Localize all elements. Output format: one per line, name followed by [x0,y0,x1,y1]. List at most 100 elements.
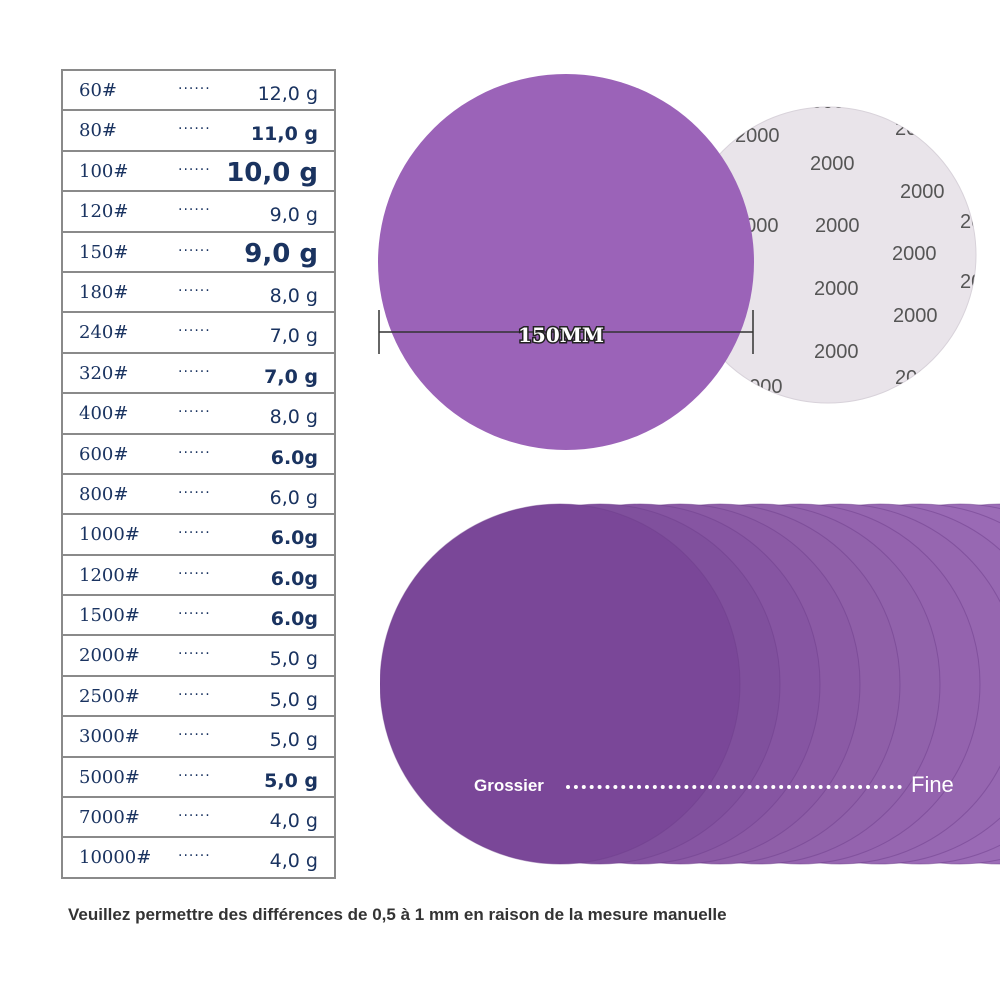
dot-leader: ······ [178,484,211,501]
weight-value: 6,0 g [269,486,318,509]
back-print-text: 2000 [893,305,938,327]
dot-leader: ······ [178,81,211,97]
table-row: 120# ······ 9,0 g [63,192,334,233]
back-print-text: 2000 [895,367,940,389]
dot-leader: ······ [178,404,211,421]
weight-value: 4,0 g [269,810,318,833]
dot-leader: ······ [178,606,211,623]
dot-leader: ······ [178,242,211,259]
table-row: 100# ······ 10,0 g [63,152,334,193]
table-row: 3000# ······ 5,0 g [63,717,334,758]
weight-value: 8,0 g [269,284,318,307]
dot-leader: ······ [178,727,211,744]
grit-label: 600# [79,443,129,465]
back-print-text: 2000 [810,153,855,175]
dot-leader: ······ [178,161,211,178]
weight-value: 6.0g [270,527,318,550]
table-row: 5000# ······ 5,0 g [63,758,334,799]
weight-value: 6.0g [270,446,318,469]
grit-label: 120# [79,201,129,223]
dot-leader: ······ [178,444,211,461]
weight-value: 11,0 g [250,123,318,146]
table-row: 10000# ······ 4,0 g [63,838,334,879]
table-row: 2000# ······ 5,0 g [63,636,334,677]
weight-value: 7,0 g [264,365,318,388]
dot-leader: ······ [178,363,211,380]
grit-label: 2000# [79,645,140,667]
table-row: 600# ······ 6.0g [63,435,334,475]
grit-stack-illustration [380,503,1000,865]
dot-leader: ······ [178,848,211,865]
weight-value: 9,0 g [269,204,318,227]
grit-label: 1000# [79,524,140,546]
measurement-note: Veuillez permettre des différences de 0,… [68,905,727,924]
table-row: 400# ······ 8,0 g [63,394,334,435]
back-print-text: 2000 [815,215,860,237]
diameter-label: 150MM [518,323,604,347]
back-print-text: 2000 [900,181,945,203]
weight-value: 5,0 g [269,688,318,711]
grit-label: 180# [79,281,129,303]
weight-value: 5,0 g [269,648,318,671]
dot-leader: ······ [178,767,211,784]
grit-label: 10000# [79,847,152,869]
weight-table: 60# ······ 12,0 g 80# ······ 11,0 g 100# ······… [61,69,336,879]
table-row: 2500# ······ 5,0 g [63,677,334,718]
weight-value: 6.0g [270,567,318,590]
back-print-text: 2000 [815,403,860,425]
grit-label: 7000# [79,807,140,829]
grit-label: 240# [79,322,129,344]
weight-value: 7,0 g [269,325,318,348]
table-row: 150# ······ 9,0 g [63,233,334,273]
table-row: 1500# ······ 6.0g [63,596,334,637]
back-print-text: 2000 [960,271,1000,293]
disc-illustration: 2000 2000 2000 2000 2000 2000 2000 2000 2000 2000… [378,74,1000,458]
dot-leader: ······ [178,686,211,703]
weight-value: 5,0 g [269,729,318,752]
table-row: 1200# ······ 6.0g [63,556,334,597]
dot-leader: ······ [178,323,211,340]
dot-leader: ······ [178,646,211,663]
table-row: 240# ······ 7,0 g [63,313,334,354]
weight-value: 4,0 g [269,850,318,873]
fine-label: Fine [911,772,954,797]
dot-leader: ······ [178,202,211,219]
grit-label: 80# [79,120,117,142]
back-print-text: 2000 [814,278,859,300]
back-print-text: 2000 [814,341,859,363]
table-row: 320# ······ 7,0 g [63,354,334,395]
back-print-text: 2000 [800,91,845,113]
table-row: 800# ······ 6,0 g [63,475,334,516]
grit-label: 3000# [79,726,140,748]
grit-label: 320# [79,362,129,384]
table-row: 180# ······ 8,0 g [63,273,334,314]
grit-disc [380,503,741,865]
grit-label: 800# [79,483,129,505]
weight-value: 12,0 g [257,83,318,105]
grit-label: 1200# [79,564,140,586]
table-row: 7000# ······ 4,0 g [63,798,334,839]
dot-leader: ······ [178,525,211,542]
back-print-text: 2000 [745,436,790,458]
grit-label: 5000# [79,766,140,788]
back-print-text: 2000 [735,125,780,147]
weight-value: 6.0g [270,608,318,631]
table-row: 60# ······ 12,0 g [63,71,334,112]
grit-label: 150# [79,241,129,263]
grit-label: 400# [79,403,129,425]
weight-value: 9,0 g [244,238,318,269]
weight-value: 8,0 g [269,406,318,429]
grit-label: 1500# [79,605,140,627]
grit-label: 2500# [79,685,140,707]
table-row: 1000# ······ 6.0g [63,515,334,556]
weight-value: 10,0 g [226,157,318,188]
grade-dotted-line [566,785,902,789]
dot-leader: ······ [178,565,211,582]
dot-leader: ······ [178,808,211,825]
grit-label: 60# [79,80,117,101]
dot-leader: ······ [178,282,211,299]
back-print-text: 2000 [892,243,937,265]
grit-label: 100# [79,160,129,182]
coarse-label: Grossier [474,776,544,795]
dot-leader: ······ [178,121,211,138]
